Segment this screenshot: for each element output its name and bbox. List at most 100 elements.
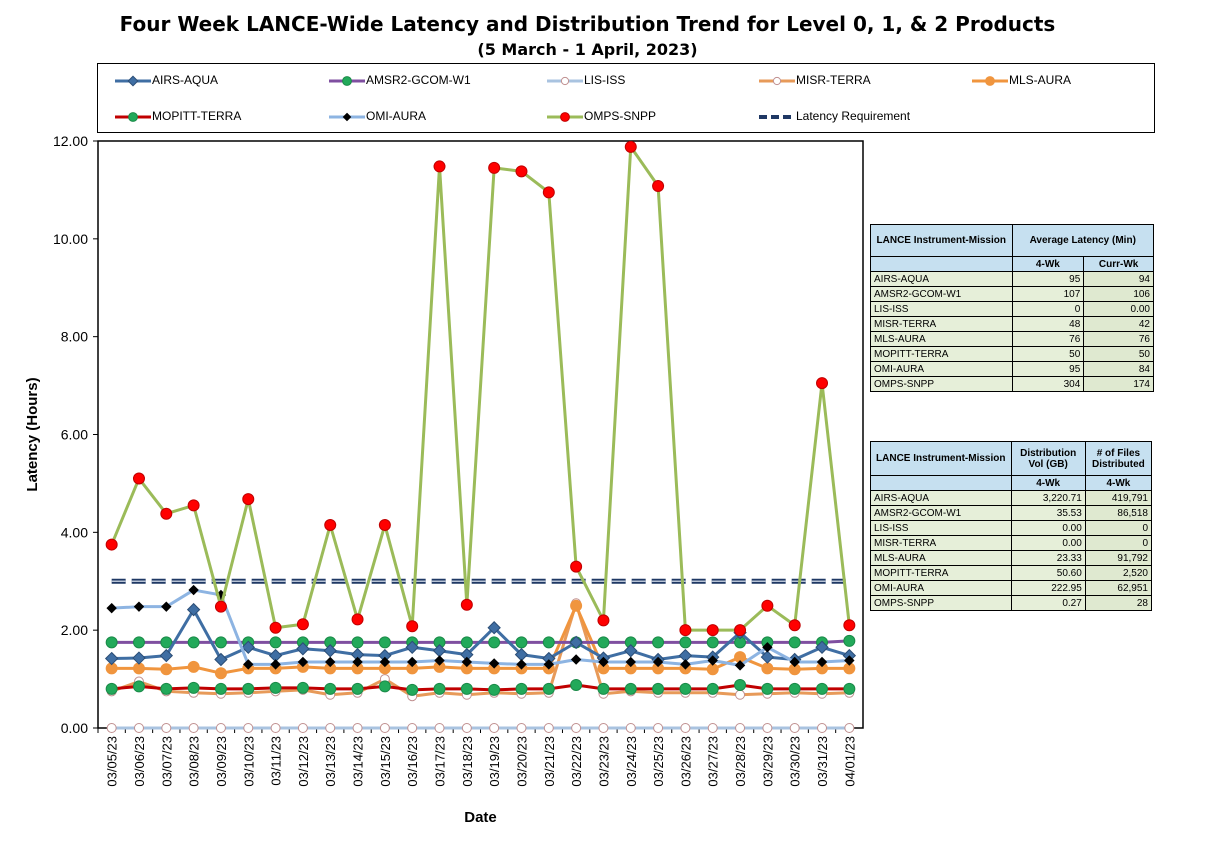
data-point-airs-aqua (132, 651, 146, 665)
data-point-omps-snpp (433, 160, 446, 173)
data-point-amsr2-gcom-w1 (378, 636, 391, 649)
data-point-lis-iss (106, 723, 117, 733)
row-value-b: 91,792 (1084, 550, 1153, 566)
data-point-amsr2-gcom-w1 (132, 636, 145, 649)
row-instrument-name: AIRS-AQUA (870, 490, 1012, 506)
legend-swatch (759, 114, 795, 119)
data-point-lis-iss (817, 723, 828, 733)
table2-header-volume: Distribution Vol (GB) (1010, 441, 1086, 476)
row-value-a: 95 (1011, 271, 1085, 287)
row-value-b: 84 (1083, 361, 1154, 377)
row-instrument-name: LIS-ISS (870, 301, 1013, 317)
data-point-lis-iss (407, 723, 418, 733)
row-instrument-name: LIS-ISS (870, 520, 1012, 536)
table1-subheader-currwk: Curr-Wk (1083, 256, 1154, 272)
x-tick-label: 03/09/23 (214, 736, 229, 787)
legend-swatch (329, 112, 365, 122)
row-value-a: 76 (1011, 331, 1085, 347)
series-line-misr-terra (111, 601, 850, 698)
data-point-omi-aura (133, 601, 145, 612)
row-instrument-name: OMPS-SNPP (870, 595, 1012, 611)
legend-item: OMPS-SNPP (546, 109, 656, 124)
legend-item: MOPITT-TERRA (114, 109, 241, 124)
data-point-lis-iss (789, 723, 800, 733)
row-instrument-name: AMSR2-GCOM-W1 (870, 505, 1012, 521)
data-point-lis-iss (215, 723, 226, 733)
data-point-airs-aqua (569, 635, 583, 650)
x-tick-label: 03/06/23 (132, 736, 147, 787)
row-value-a: 222.95 (1010, 580, 1086, 596)
table1-subheader-4wk: 4-Wk (1011, 256, 1085, 272)
data-point-omi-aura (652, 656, 664, 668)
table2-subheader-files-4wk: 4-Wk (1084, 475, 1153, 491)
data-point-omps-snpp (542, 186, 555, 199)
data-point-mopitt-terra (406, 683, 419, 696)
x-tick-label: 03/11/23 (269, 736, 284, 786)
data-point-lis-iss (297, 723, 308, 733)
legend-item: AIRS-AQUA (114, 73, 218, 88)
row-value-b: 76 (1083, 331, 1154, 347)
data-point-omi-aura (325, 656, 336, 668)
table2-subheader-vol-4wk: 4-Wk (1010, 475, 1086, 491)
data-point-omi-aura (816, 656, 828, 668)
x-tick-label: 03/21/23 (542, 736, 557, 787)
data-point (560, 111, 570, 122)
legend-label: AMSR2-GCOM-W1 (366, 73, 471, 87)
data-point-lis-iss (243, 723, 254, 733)
data-point-omps-snpp (351, 613, 364, 626)
x-tick-label: 03/14/23 (351, 736, 366, 787)
data-point-amsr2-gcom-w1 (351, 636, 364, 649)
data-point-lis-iss (543, 723, 554, 733)
y-tick-label: 12.00 (53, 133, 88, 149)
data-point-omps-snpp (378, 518, 391, 531)
row-value-b: 0.00 (1083, 301, 1154, 317)
legend-label: MOPITT-TERRA (152, 109, 242, 123)
data-point-mopitt-terra (734, 678, 747, 691)
data-point-mopitt-terra (242, 682, 255, 695)
legend-swatch (547, 111, 583, 122)
legend-swatch (972, 75, 1008, 86)
row-value-a: 35.53 (1010, 505, 1086, 521)
x-tick-label: 03/12/23 (296, 736, 311, 787)
data-point-omps-snpp (679, 624, 692, 637)
data-point-mopitt-terra (187, 681, 200, 694)
data-point-omps-snpp (816, 377, 829, 390)
y-tick-label: 4.00 (61, 524, 88, 540)
data-point-airs-aqua (186, 602, 201, 617)
x-axis-title: Date (464, 809, 497, 826)
row-value-a: 50 (1011, 346, 1085, 362)
x-tick-label: 03/19/23 (487, 736, 502, 787)
data-point-amsr2-gcom-w1 (542, 636, 555, 649)
row-instrument-name: OMPS-SNPP (870, 376, 1013, 392)
row-instrument-name: OMI-AURA (870, 361, 1013, 377)
table2-blank-cell (870, 475, 1012, 491)
data-point-airs-aqua (241, 640, 255, 654)
data-point-mopitt-terra (706, 682, 719, 695)
x-tick-label: 03/10/23 (241, 736, 256, 787)
data-point-lis-iss (270, 723, 281, 733)
data-point-omi-aura (488, 658, 500, 669)
table-row: AIRS-AQUA 95 94 (870, 271, 1154, 287)
table-row: MISR-TERRA 48 42 (870, 316, 1154, 332)
row-value-a: 48 (1011, 316, 1085, 332)
data-point-mopitt-terra (570, 678, 583, 691)
data-point-mopitt-terra (679, 682, 692, 695)
data-point-misr-terra (735, 689, 746, 700)
x-tick-label: 03/17/23 (433, 736, 448, 787)
x-tick-label: 03/08/23 (187, 736, 202, 787)
table-row: MOPITT-TERRA 50 50 (870, 346, 1154, 362)
table-row: MLS-AURA 76 76 (870, 331, 1154, 347)
data-point-mopitt-terra (105, 682, 118, 695)
table2-header-instrument: LANCE Instrument-Mission (870, 441, 1012, 476)
data-point-omps-snpp (460, 598, 473, 611)
row-value-a: 0.27 (1010, 595, 1086, 611)
legend-item: Latency Requirement (758, 109, 910, 124)
data-point-mopitt-terra (624, 682, 637, 695)
data-point (342, 112, 352, 122)
chart-subtitle: (5 March - 1 April, 2023) (477, 40, 698, 59)
x-tick-label: 03/23/23 (596, 736, 611, 787)
data-point-amsr2-gcom-w1 (488, 636, 501, 649)
data-point-mopitt-terra (296, 681, 309, 694)
row-value-a: 23.33 (1010, 550, 1086, 566)
legend-swatch (115, 75, 151, 87)
